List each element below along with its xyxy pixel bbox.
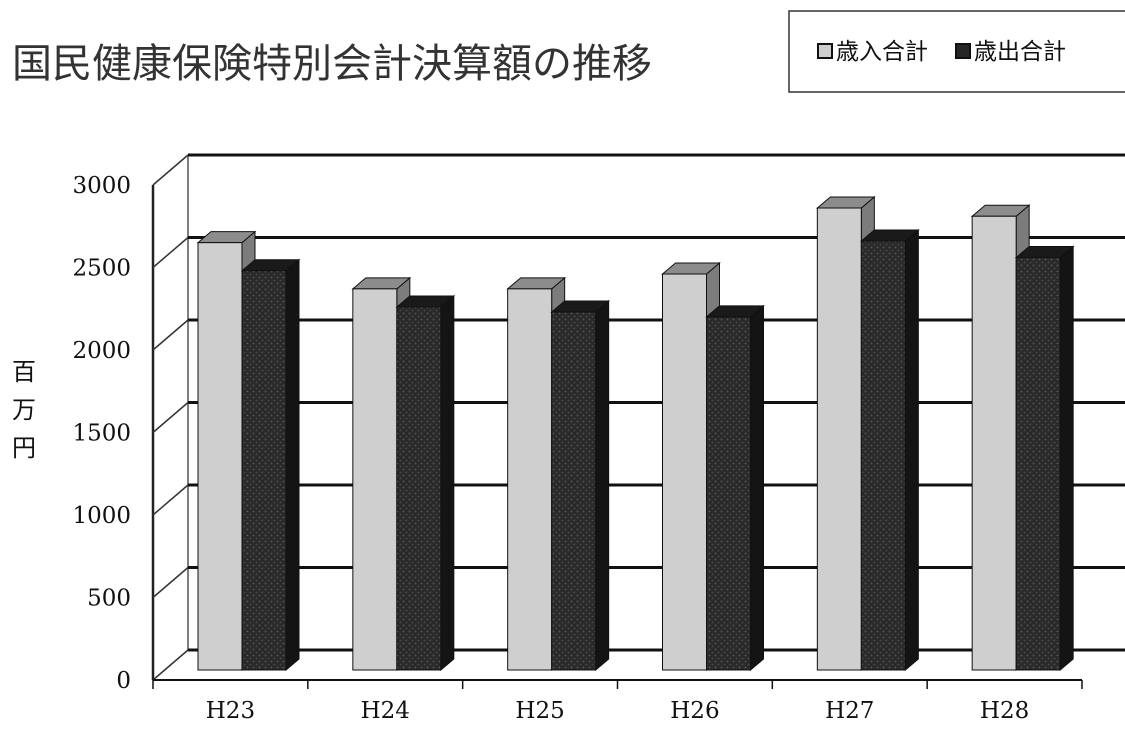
bar bbox=[550, 299, 611, 672]
bar-front bbox=[507, 288, 553, 671]
bar-front bbox=[396, 306, 442, 671]
legend: 歳入合計 歳出合計 bbox=[788, 10, 1125, 93]
legend-swatch-expenditure bbox=[955, 43, 971, 59]
legend-swatch-revenue bbox=[817, 43, 833, 59]
x-tick-label: H23 bbox=[206, 698, 255, 724]
y-axis-label-char: 百 bbox=[12, 358, 36, 386]
legend-label-expenditure: 歳出合計 bbox=[974, 39, 1066, 65]
bar bbox=[859, 228, 920, 672]
x-tick-label: H24 bbox=[361, 698, 410, 724]
gridline-side bbox=[152, 484, 189, 516]
y-tick-label: 2500 bbox=[72, 256, 131, 282]
bar-front bbox=[1015, 257, 1061, 671]
bar-front bbox=[197, 242, 243, 671]
bar bbox=[1014, 245, 1075, 672]
bar-side bbox=[750, 304, 764, 672]
bar-front bbox=[551, 311, 597, 671]
bar-side bbox=[904, 228, 919, 672]
plot-area: 0 500 1000 1500 2000 2500 3000 H23 H24 H25 H26 H27 H… bbox=[72, 153, 1125, 724]
bar bbox=[240, 258, 301, 672]
gridline-side bbox=[152, 649, 189, 681]
y-tick-label: 2000 bbox=[72, 338, 131, 364]
bar-front bbox=[816, 207, 862, 671]
chart-title: 国民健康保険特別会計決算額の推移 bbox=[12, 41, 652, 87]
bar-front bbox=[860, 240, 906, 671]
y-tick-label: 3000 bbox=[72, 173, 131, 199]
bar-front bbox=[662, 273, 707, 671]
bar bbox=[395, 294, 456, 672]
bar-front bbox=[241, 270, 287, 671]
x-tick-label: H28 bbox=[980, 698, 1029, 724]
gridline-side bbox=[152, 154, 189, 186]
bar-front bbox=[706, 316, 751, 671]
bar-side bbox=[1059, 245, 1074, 672]
gridline-side bbox=[152, 401, 189, 434]
gridline-side bbox=[152, 566, 189, 599]
bar bbox=[705, 304, 765, 672]
y-axis-label-char: 円 bbox=[12, 434, 36, 462]
bar-front bbox=[352, 288, 398, 671]
bar-side bbox=[285, 258, 300, 672]
y-axis-label: 百 万 円 bbox=[12, 358, 36, 462]
bar-side bbox=[595, 299, 610, 672]
gridline-side bbox=[152, 236, 189, 269]
bar-side bbox=[440, 294, 455, 672]
y-tick-label: 0 bbox=[116, 668, 131, 694]
legend-label-revenue: 歳入合計 bbox=[836, 39, 928, 65]
x-tick-label: H25 bbox=[515, 698, 564, 724]
y-tick-label: 500 bbox=[87, 586, 131, 612]
y-tick-label: 1000 bbox=[72, 503, 131, 529]
gridline-side bbox=[152, 319, 189, 351]
y-axis-label-char: 万 bbox=[12, 396, 36, 424]
bar-front bbox=[971, 215, 1017, 671]
x-tick-label: H26 bbox=[670, 698, 719, 724]
x-tick-label: H27 bbox=[825, 698, 874, 724]
y-tick-label: 1500 bbox=[72, 421, 131, 447]
